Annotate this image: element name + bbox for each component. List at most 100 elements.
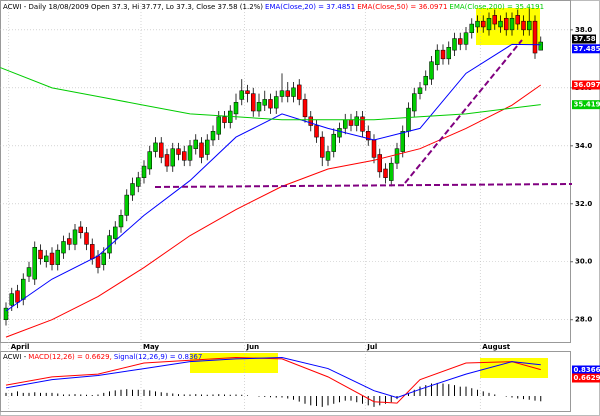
candle-body (44, 255, 49, 262)
value-tag (572, 373, 600, 383)
value-tag (572, 34, 596, 44)
candle-body (49, 252, 55, 265)
candle-body (412, 93, 417, 112)
candle-body (72, 229, 78, 245)
highlight-box (480, 358, 548, 378)
candle-body (256, 102, 262, 112)
candle-body (475, 20, 480, 28)
candle-body (84, 232, 89, 245)
candle-body (532, 20, 538, 54)
legend-title: ACWI - Daily 18/08/2009 Open 37.3, Hi 37… (3, 3, 263, 11)
value-tag-label: 0.662947 (574, 374, 600, 382)
candle-body (458, 38, 463, 45)
candle-body (527, 20, 532, 31)
price-legend: ACWI - Daily 18/08/2009 Open 37.3, Hi 37… (3, 3, 544, 11)
candle-body (354, 116, 359, 126)
x-tick-label: August (482, 343, 511, 351)
y-tick-label: 38.0 (575, 26, 592, 34)
candle-body (509, 18, 515, 31)
candle-body (136, 177, 141, 187)
value-tag (572, 80, 600, 90)
candle-body (452, 38, 457, 51)
macd-panel (0, 351, 571, 412)
candle-body (182, 151, 187, 161)
candle-body (101, 252, 106, 265)
y-tick-label: 28.0 (575, 316, 592, 324)
candle-body (435, 49, 440, 65)
y-tick-label: 32.0 (575, 200, 592, 208)
candle-body (67, 238, 72, 245)
candle-body (492, 15, 497, 25)
legend-entry: Signal(12,26,9) = 0.8367 (114, 353, 203, 361)
candle-body (446, 46, 451, 60)
candle-body (15, 290, 20, 303)
y-tick-label: 30.0 (575, 258, 592, 266)
candle-body (521, 20, 526, 31)
candle-body (325, 151, 331, 161)
value-tag-label: 36.0971 (574, 81, 600, 89)
candle-body (406, 107, 411, 132)
candle-body (302, 99, 308, 118)
value-tag (572, 44, 600, 54)
candle-body (147, 151, 152, 170)
candle-body (274, 96, 279, 109)
y-tick-label: 34.0 (575, 142, 592, 150)
candle-body (205, 139, 210, 155)
x-tick-label: April (11, 343, 30, 351)
candle-body (538, 41, 543, 51)
candle-body (360, 116, 365, 132)
legend-entry: EMA(Close,50) = 36.0971 (357, 3, 447, 11)
x-tick-label: Jun (246, 343, 260, 351)
candle-body (164, 154, 170, 167)
candle-body (113, 226, 118, 239)
value-tag-label: 35.4191 (574, 101, 600, 109)
candle-body (279, 90, 285, 97)
candle-body (170, 148, 175, 167)
candle-body (251, 93, 256, 112)
candle-body (515, 15, 520, 25)
candle-body (463, 32, 469, 45)
trend-line (404, 39, 523, 184)
candle-body (90, 244, 95, 260)
candle-body (216, 116, 221, 135)
candle-body (9, 293, 14, 306)
candle-body (262, 99, 267, 106)
candle-body (486, 18, 492, 31)
candle-body (32, 246, 37, 280)
candle-body (285, 90, 290, 97)
candle-body (210, 131, 216, 141)
line-series (0, 67, 541, 121)
candle-body (400, 131, 405, 152)
candle-body (199, 142, 204, 158)
candle-body (124, 194, 129, 216)
candle-body (193, 139, 198, 149)
value-tag (572, 100, 600, 110)
candle-body (440, 49, 446, 60)
x-tick-label: May (143, 343, 159, 351)
candle-body (159, 142, 164, 158)
candle-body (429, 61, 434, 80)
candle-body (331, 133, 336, 152)
macd-legend: ACWI - MACD(12,26) = 0.6629, Signal(12,26,… (3, 353, 202, 361)
candle-body (187, 145, 193, 161)
candle-body (26, 267, 32, 277)
candle-body (95, 255, 101, 268)
legend-entry: EMA(Close,20) = 37.4851 (265, 3, 355, 11)
candle-body (308, 116, 313, 126)
candle-body (245, 90, 250, 94)
candle-body (423, 75, 428, 86)
candle-body (377, 154, 382, 173)
value-tag (572, 365, 600, 375)
candle-body (504, 18, 509, 31)
candle-body (78, 226, 83, 234)
candle-body (55, 249, 60, 265)
candle-body (337, 128, 342, 138)
candle-body (371, 139, 377, 158)
candle-body (343, 119, 348, 129)
price-panel (0, 0, 571, 343)
candle-body (348, 119, 354, 126)
candle-body (21, 278, 26, 300)
candle-body (141, 165, 147, 178)
